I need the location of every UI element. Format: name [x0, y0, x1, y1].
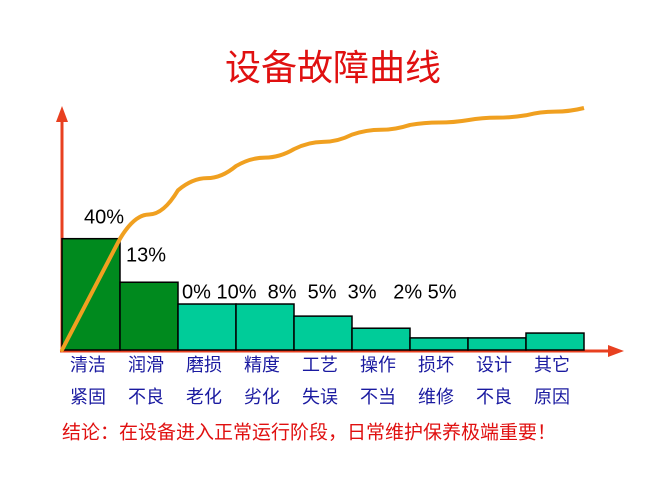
x-tick-label: 操作 [360, 355, 396, 376]
chart-title: 设备故障曲线 [225, 48, 441, 89]
conclusion: 结论：在设备进入正常运行阶段，日常维护保养极端重要！ [62, 422, 556, 444]
annotation: 13% [126, 244, 166, 266]
x-tick-label: 维修 [418, 387, 454, 408]
x-tick-label: 清洁 [70, 355, 106, 376]
x-tick-label: 磨损 [186, 355, 222, 376]
x-tick-label: 设计 [476, 355, 512, 376]
bar [351, 327, 411, 351]
x-tick-label: 不良 [128, 387, 164, 408]
y-axis-arrow [56, 106, 68, 122]
x-tick-label: 不当 [360, 387, 396, 408]
x-tick-label: 工艺 [302, 355, 338, 376]
x-tick-label: 失误 [302, 387, 338, 408]
x-axis-arrow [608, 345, 624, 357]
annotation: 0% 10% 8% 5% 3% 2% 5% [182, 281, 457, 303]
x-tick-label: 损坏 [418, 355, 454, 376]
cumulative-line [118, 106, 585, 240]
x-tick-label: 紧固 [70, 387, 106, 408]
bar [467, 337, 527, 351]
curve-start [60, 236, 122, 352]
bar [525, 332, 585, 351]
x-tick-label: 润滑 [128, 355, 164, 376]
x-tick-label: 不良 [476, 387, 512, 408]
bar [235, 303, 295, 351]
x-tick-label: 其它 [534, 355, 570, 376]
bar [293, 315, 353, 351]
bar [177, 303, 237, 351]
x-tick-label: 原因 [534, 387, 570, 408]
x-tick-label: 劣化 [244, 387, 280, 408]
x-tick-label: 精度 [244, 355, 280, 376]
x-tick-label: 老化 [186, 387, 222, 408]
annotation: 40% [84, 206, 124, 228]
bar [119, 281, 179, 351]
bar [409, 337, 469, 351]
